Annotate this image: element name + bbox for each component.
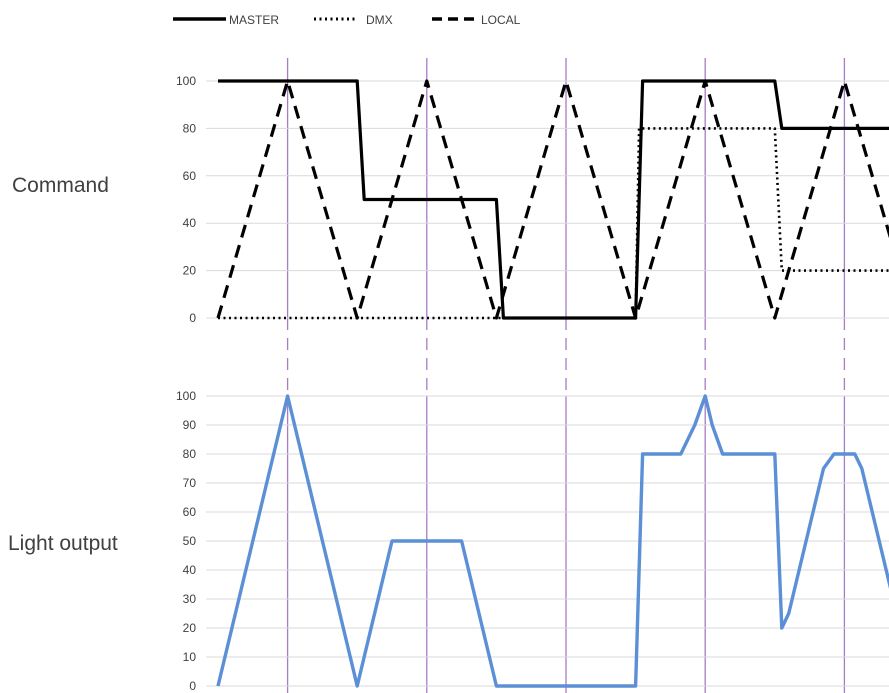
light-output-gridlines	[206, 395, 889, 687]
y-tick-label: 20	[183, 621, 197, 635]
y-tick-label: 100	[176, 74, 196, 88]
y-tick-label: 90	[183, 418, 197, 432]
light-output-y-axis: 0 10 20 30 40 50 60 70 80 90 100	[176, 389, 196, 693]
marker-lines	[286, 58, 846, 693]
y-tick-label: 80	[183, 121, 197, 135]
y-tick-label: 20	[183, 264, 197, 278]
y-tick-label: 10	[183, 650, 197, 664]
y-tick-label: 60	[183, 169, 197, 183]
legend: MASTER DMX LOCAL	[173, 13, 521, 27]
y-tick-label: 0	[189, 311, 196, 325]
y-tick-label: 0	[189, 679, 196, 693]
y-tick-label: 40	[183, 216, 197, 230]
y-tick-label: 50	[183, 534, 197, 548]
light-output-series-line	[216, 394, 889, 688]
command-series-dmx	[218, 127, 889, 320]
y-tick-label: 100	[176, 389, 196, 403]
y-tick-label: 30	[183, 592, 197, 606]
command-chart: 0 20 40 60 80 100	[176, 74, 889, 325]
light-output-row-label: Light output	[8, 532, 118, 555]
light-output-chart: 0 10 20 30 40 50 60 70 80 90 100	[176, 389, 889, 693]
command-row-label: Command	[12, 174, 109, 197]
command-y-axis: 0 20 40 60 80 100	[176, 74, 196, 325]
y-tick-label: 70	[183, 476, 197, 490]
legend-master-label: MASTER	[229, 13, 279, 27]
command-series-master	[218, 79, 889, 320]
legend-dmx-label: DMX	[366, 13, 393, 27]
y-tick-label: 80	[183, 447, 197, 461]
y-tick-label: 40	[183, 563, 197, 577]
command-gridlines	[206, 80, 889, 319]
command-series-local	[216, 79, 889, 320]
legend-local-label: LOCAL	[481, 13, 521, 27]
y-tick-label: 60	[183, 505, 197, 519]
